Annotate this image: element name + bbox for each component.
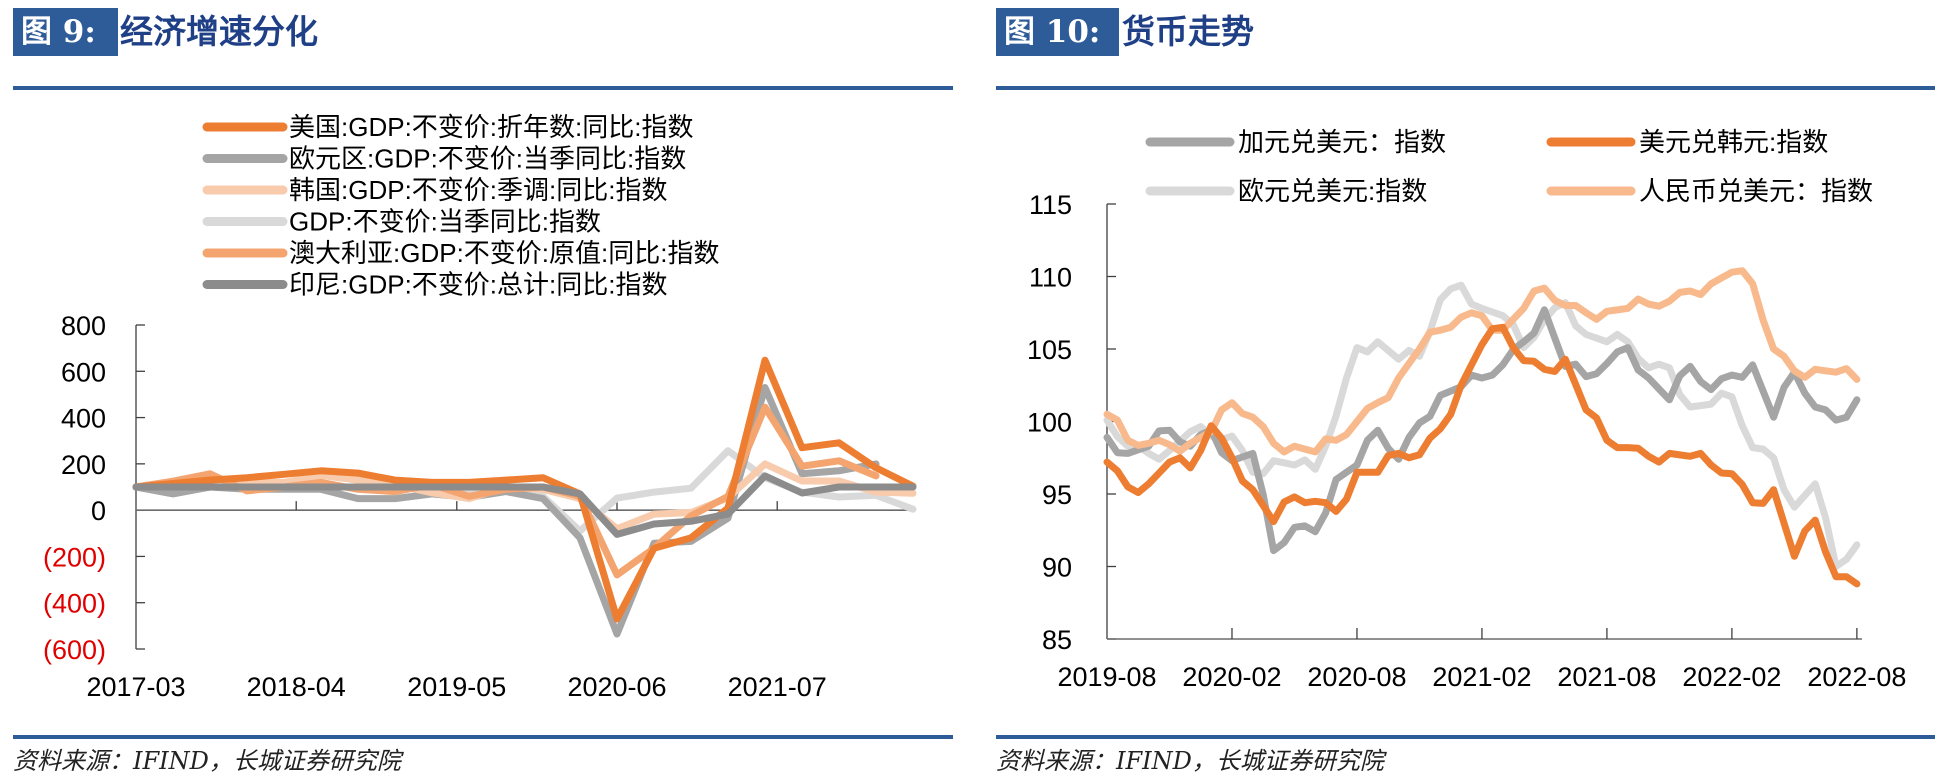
legend-label: GDP:不变价:当季同比:指数 (289, 207, 601, 237)
x-tick-label: 2020-08 (1307, 662, 1406, 692)
figure-9-tag: 图 9: (13, 8, 118, 56)
x-tick-label: 2020-02 (1182, 662, 1281, 692)
y-tick-label: 100 (1027, 408, 1072, 438)
legend-label: 印尼:GDP:不变价:总计:同比:指数 (289, 270, 667, 300)
y-tick-label: 200 (61, 450, 106, 480)
figure-10-top-rule (996, 86, 1935, 90)
x-tick-label: 2020-06 (567, 672, 666, 702)
series-line-0 (132, 356, 917, 623)
y-tick-label: 400 (61, 404, 106, 434)
y-tick-label: 85 (1042, 625, 1072, 655)
y-tick-label: (600) (43, 635, 106, 665)
x-tick-label: 2019-05 (407, 672, 506, 702)
currency-chart: 115 110 105 100 95 90 85 2019-08 2020-02 2020-08 2… (1027, 127, 1906, 692)
y-tick-label: 110 (1029, 263, 1072, 293)
x-tick-label: 2022-02 (1682, 662, 1781, 692)
legend-label: 韩国:GDP:不变价:季调:同比:指数 (289, 175, 667, 205)
series-line-2 (1103, 281, 1861, 570)
series-line-1 (1103, 323, 1861, 588)
figure-9-top-rule (13, 86, 953, 90)
y-tick-label: 600 (61, 357, 106, 387)
figure-10-bottom-rule (996, 735, 1935, 739)
y-tick-label: 800 (61, 311, 106, 341)
x-tick-label: 2018-04 (247, 672, 346, 702)
x-tick-label: 2017-03 (86, 672, 185, 702)
y-tick-label: (400) (43, 589, 106, 619)
y-tick-label: 0 (91, 496, 106, 526)
series-line-3 (1103, 267, 1861, 456)
figure-9-source: 资料来源：IFIND，长城证券研究院 (13, 747, 401, 775)
legend-label: 美国:GDP:不变价:折年数:同比:指数 (289, 112, 693, 142)
x-tick-label: 2021-07 (728, 672, 827, 702)
y-tick-label: (200) (43, 542, 106, 572)
x-tick-label: 2021-08 (1557, 662, 1656, 692)
x-tick-label: 2019-08 (1057, 662, 1156, 692)
figure-9-title: 经济增速分化 (120, 12, 318, 51)
figure-9-bottom-rule (13, 735, 953, 739)
legend-label: 欧元区:GDP:不变价:当季同比:指数 (289, 144, 686, 174)
legend-label: 加元兑美元：指数 (1238, 127, 1446, 157)
legend-label: 人民币兑美元：指数 (1639, 176, 1873, 206)
y-tick-label: 95 (1042, 480, 1072, 510)
x-tick-label: 2022-08 (1807, 662, 1906, 692)
series-line-4 (132, 403, 880, 579)
legend-label: 欧元兑美元:指数 (1238, 176, 1427, 206)
x-tick-label: 2021-02 (1432, 662, 1531, 692)
series-line-5 (132, 472, 917, 538)
figure-10-tag: 图 10: (996, 8, 1119, 56)
legend-label: 美元兑韩元:指数 (1639, 127, 1828, 157)
y-tick-label: 105 (1027, 335, 1072, 365)
figure-10-source: 资料来源：IFIND，长城证券研究院 (996, 747, 1384, 775)
y-tick-label: 90 (1042, 553, 1072, 583)
gdp-chart: 800 600 400 200 0 (200) (400) (600) 2017-03 2018-… (43, 112, 917, 702)
legend-label: 澳大利亚:GDP:不变价:原值:同比:指数 (289, 238, 719, 268)
figure-10-title: 货币走势 (1122, 12, 1254, 51)
y-tick-label: 115 (1029, 190, 1072, 220)
